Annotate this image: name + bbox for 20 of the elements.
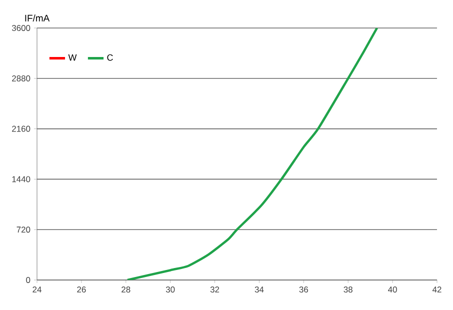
y-axis-title: IF/mA (25, 14, 50, 22)
x-tick-label: 36 (299, 286, 308, 292)
legend-label: C (107, 54, 113, 61)
x-tick-label: 32 (210, 286, 220, 292)
x-tick-label: 26 (77, 286, 86, 292)
y-tick-label: 2880 (12, 75, 30, 82)
x-tick-label: 28 (122, 286, 130, 292)
legend-label: W (68, 54, 77, 61)
y-tick-label: 0 (26, 277, 30, 283)
x-tick-label: 24 (32, 286, 42, 292)
x-tick-label: 38 (344, 286, 352, 292)
x-tick-label: 30 (166, 286, 175, 292)
x-tick-label: 42 (432, 286, 442, 292)
x-tick-label: 34 (254, 286, 264, 292)
y-tick-label: 1440 (12, 176, 30, 182)
y-tick-label: 720 (16, 226, 30, 233)
line-series (126, 28, 378, 280)
x-tick-label: 40 (388, 286, 397, 292)
y-tick-label: 3600 (12, 25, 30, 31)
y-tick-label: 2160 (12, 126, 30, 132)
